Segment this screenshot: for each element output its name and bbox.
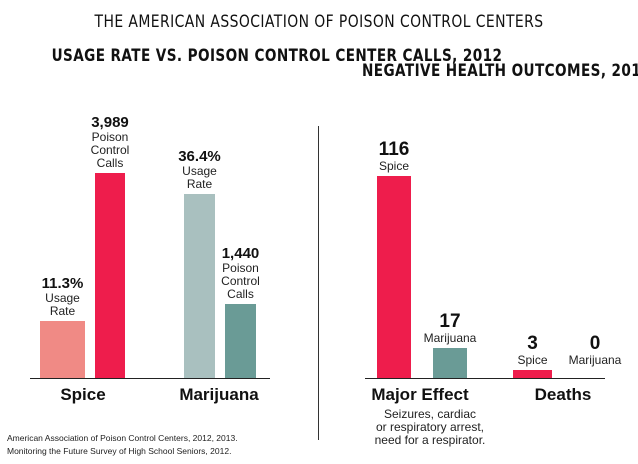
category-deaths-label: Deaths bbox=[534, 385, 592, 404]
page-header: THE AMERICAN ASSOCIATION OF POISON CONTR… bbox=[94, 12, 544, 32]
marijuana-poison-calls-bar bbox=[225, 303, 256, 378]
major-effect-spice-value-label: 116 bbox=[378, 139, 410, 160]
left-panel-title: USAGE RATE VS. POISON CONTROL CENTER CAL… bbox=[51, 46, 503, 66]
spice-poison-calls-value-label: 3,989 bbox=[91, 114, 129, 131]
spice-usage-rate-value-label: 11.3% bbox=[41, 274, 84, 292]
deaths-marijuana-value-label: 0 bbox=[589, 333, 601, 354]
right-panel-title: NEGATIVE HEALTH OUTCOMES, 2013 bbox=[362, 61, 638, 81]
major-effect-spice-bar bbox=[377, 176, 411, 378]
spice-usage-rate-bar bbox=[40, 320, 85, 378]
marijuana-poison-calls-sub-label: Poison Control Calls bbox=[221, 260, 260, 301]
major-effect-marijuana-sub-label: Marijuana bbox=[423, 331, 477, 346]
panel-divider bbox=[318, 126, 319, 440]
deaths-spice-sub-label: Spice bbox=[517, 353, 548, 367]
spice-poison-calls-sub-label: Poison Control Calls bbox=[90, 130, 130, 170]
marijuana-usage-rate-value-label: 36.4% bbox=[178, 148, 221, 165]
major-effect-marijuana-value-label: 17 bbox=[439, 311, 461, 333]
spice-poison-calls-bar bbox=[95, 173, 125, 378]
major-effect-note: Seizures, cardiac or respiratory arrest, n… bbox=[374, 407, 486, 447]
right-baseline bbox=[365, 378, 605, 379]
category-marijuana-label: Marijuana bbox=[179, 385, 259, 404]
source-note: American Association of Poison Control C… bbox=[7, 433, 238, 456]
deaths-spice-bar bbox=[513, 370, 552, 378]
marijuana-usage-rate-bar bbox=[184, 194, 215, 378]
major-effect-marijuana-bar bbox=[433, 348, 467, 378]
category-major-effect-label: Major Effect bbox=[371, 385, 469, 404]
deaths-spice-value-label: 3 bbox=[527, 333, 538, 354]
left-baseline bbox=[30, 378, 270, 379]
spice-usage-rate-sub-label: Usage Rate bbox=[45, 290, 80, 318]
marijuana-poison-calls-value-label: 1,440 bbox=[221, 244, 260, 262]
marijuana-usage-rate-sub-label: Usage Rate bbox=[182, 164, 217, 191]
deaths-marijuana-sub-label: Marijuana bbox=[568, 353, 622, 367]
major-effect-spice-sub-label: Spice bbox=[378, 159, 410, 173]
category-spice-label: Spice bbox=[60, 385, 106, 404]
